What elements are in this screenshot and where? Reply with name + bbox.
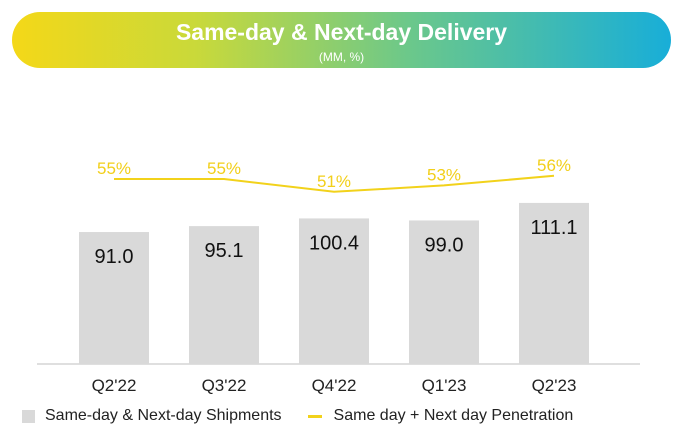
x-tick-label: Q2'23 <box>532 376 577 395</box>
bar-value-label: 111.1 <box>530 217 577 239</box>
bar-value-label: 100.4 <box>309 232 359 254</box>
bar <box>189 226 259 364</box>
chart-subtitle: (MM, %) <box>318 50 365 64</box>
penetration-label: 56% <box>537 156 571 175</box>
penetration-label: 55% <box>207 159 241 178</box>
penetration-label: 55% <box>97 159 131 178</box>
chart-title-banner: Same-day & Next-day Delivery (MM, %) <box>12 12 671 68</box>
penetration-label: 51% <box>317 172 351 191</box>
x-tick-label: Q2'22 <box>92 376 137 395</box>
bar-value-label: 95.1 <box>205 240 244 262</box>
chart-title: Same-day & Next-day Delivery <box>175 19 508 45</box>
bar-value-label: 99.0 <box>425 234 464 256</box>
legend-bar-label: Same-day & Next-day Shipments <box>45 407 282 424</box>
penetration-line <box>114 174 555 193</box>
x-tick-label: Q1'23 <box>422 376 467 395</box>
bar <box>79 232 149 364</box>
legend-bar-swatch <box>22 409 35 423</box>
bar <box>299 218 369 364</box>
penetration-label: 53% <box>427 165 461 184</box>
bar <box>409 220 479 364</box>
bar-value-label: 91.0 <box>95 246 134 268</box>
legend-line-label: Same day + Next day Penetration <box>333 407 574 424</box>
legend-line-swatch <box>307 414 322 418</box>
bar <box>519 202 589 364</box>
chart-legend: Same-day & Next-day Shipments Same day +… <box>22 405 573 427</box>
x-tick-label: Q4'22 <box>312 376 357 395</box>
x-tick-label: Q3'22 <box>202 376 247 395</box>
